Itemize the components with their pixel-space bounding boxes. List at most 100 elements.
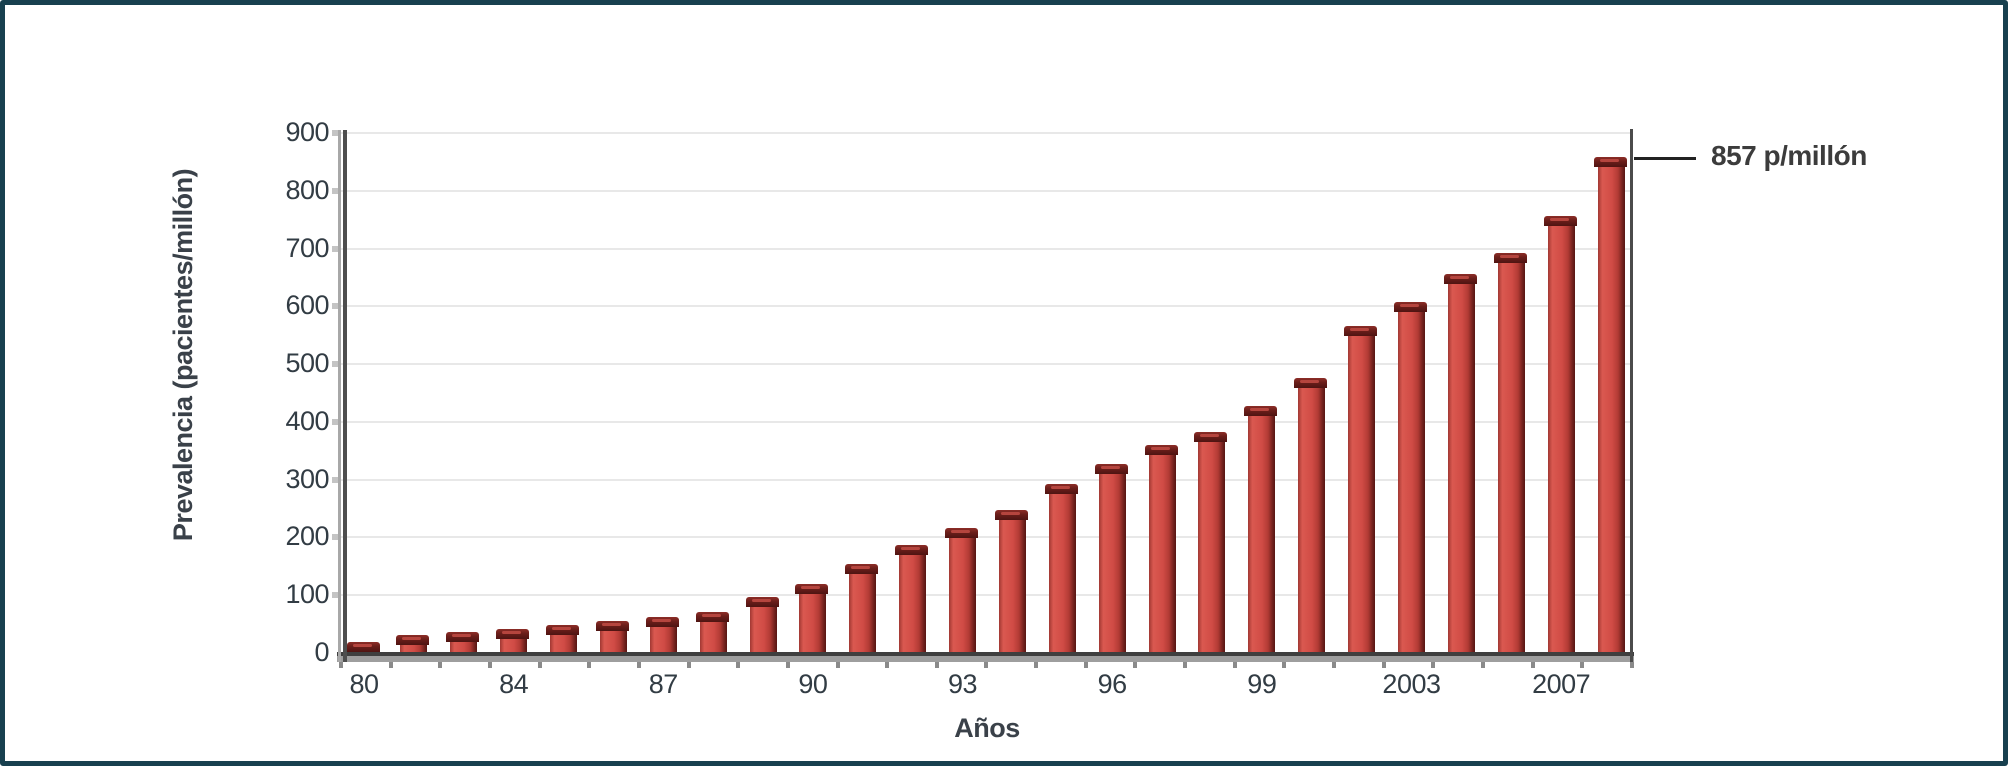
x-tick-label: 2007 <box>1532 669 1591 699</box>
y-axis-tick <box>332 534 341 541</box>
x-tick-label: 93 <box>948 669 978 699</box>
x-axis-tick <box>885 662 890 668</box>
x-axis-tick <box>438 662 443 668</box>
annotation-label: 857 p/millón <box>1711 139 1867 171</box>
bar-93 <box>945 528 979 653</box>
x-axis-tick <box>587 662 592 668</box>
x-axis-line <box>337 652 1634 656</box>
y-tick-label: 700 <box>285 232 329 263</box>
x-axis-tick <box>1381 662 1386 668</box>
y-tick-label: 800 <box>285 174 329 205</box>
y-tick-label: 600 <box>285 290 329 321</box>
x-axis-tick <box>835 662 840 668</box>
x-axis-tick <box>1133 662 1138 668</box>
x-axis-shadow <box>337 656 1634 662</box>
bar-96 <box>1094 464 1128 653</box>
bar-idx16 <box>1144 445 1178 653</box>
y-tick-label: 400 <box>285 405 329 436</box>
bar-idx20 <box>1344 326 1378 653</box>
bar-idx19 <box>1294 378 1328 653</box>
x-axis-tick <box>1183 662 1188 668</box>
x-tick-label: 96 <box>1097 669 1128 699</box>
x-tick-label: 80 <box>349 669 379 699</box>
gridline-100 <box>341 594 1630 597</box>
x-axis-tick <box>785 662 790 668</box>
y-axis-tick <box>332 245 341 252</box>
bar-idx4 <box>546 625 580 653</box>
gridline-400 <box>341 420 1630 423</box>
bar-84 <box>496 629 530 653</box>
x-axis-tick <box>1480 662 1485 668</box>
y-tick-label: 900 <box>285 117 329 147</box>
x-axis-tick <box>1580 662 1585 668</box>
y-tick-label: 500 <box>285 348 329 379</box>
y-tick-label: 200 <box>285 521 329 552</box>
right-axis-line <box>1630 129 1633 662</box>
y-axis-tick <box>332 592 341 599</box>
x-axis-tick <box>388 662 393 668</box>
bar-80 <box>346 642 380 653</box>
x-axis-tick <box>736 662 741 668</box>
gridline-500 <box>341 363 1630 366</box>
bar-idx13 <box>994 510 1028 653</box>
x-tick-label: 87 <box>648 669 679 699</box>
gridline-200 <box>341 536 1630 539</box>
gridline-700 <box>341 247 1630 250</box>
y-axis-tick <box>332 418 341 425</box>
bar-idx5 <box>595 621 629 653</box>
gridline-900 <box>341 132 1630 134</box>
x-axis-tick <box>487 662 492 668</box>
y-tick-label: 0 <box>314 637 329 667</box>
bar-idx14 <box>1044 484 1078 653</box>
gridline-800 <box>341 189 1630 192</box>
y-axis-tick <box>332 476 341 483</box>
y-axis-line-outer <box>338 130 341 662</box>
prevalence-bar-chart: Prevalencia (pacientes/millón) 0 100 200 30… <box>5 5 2003 761</box>
x-axis-tick <box>1034 662 1039 668</box>
x-axis-tick <box>1530 662 1535 668</box>
x-axis-tick <box>934 662 939 668</box>
x-axis-title: Años <box>954 713 1020 743</box>
x-tick-label: 84 <box>499 669 529 699</box>
y-tick-label: 300 <box>285 463 329 494</box>
y-axis-tick <box>332 187 341 194</box>
bar-2003 <box>1393 302 1427 653</box>
bar-90 <box>795 584 829 653</box>
bar-idx1 <box>396 635 430 653</box>
bar-idx11 <box>895 545 929 653</box>
y-axis-title: Prevalencia (pacientes/millón) <box>168 168 198 542</box>
x-axis-tick <box>686 662 691 668</box>
bar-idx23 <box>1493 253 1527 653</box>
x-axis-tick <box>1431 662 1436 668</box>
bar-idx25 <box>1593 157 1627 653</box>
x-axis-tick <box>984 662 989 668</box>
x-axis-tick <box>1232 662 1237 668</box>
x-axis-tick <box>537 662 542 668</box>
bar-idx22 <box>1443 274 1477 653</box>
x-axis-tick <box>1332 662 1336 668</box>
bar-idx7 <box>695 612 729 653</box>
gridline-300 <box>341 478 1630 481</box>
x-tick-label: 2003 <box>1382 669 1441 699</box>
y-axis-tick <box>332 361 341 368</box>
x-axis-tick <box>1629 662 1634 668</box>
x-tick-label: 99 <box>1247 669 1277 699</box>
bar-idx17 <box>1194 432 1228 653</box>
x-axis-tick <box>1282 662 1287 668</box>
bar-idx2 <box>446 632 480 653</box>
bar-idx10 <box>845 564 879 653</box>
annotation-pointer-line <box>1634 156 1696 160</box>
bar-99 <box>1244 406 1278 653</box>
y-axis-tick <box>332 303 341 310</box>
bar-idx8 <box>745 597 779 653</box>
bar-2007 <box>1543 216 1577 653</box>
x-tick-label: 90 <box>798 669 828 699</box>
x-axis-tick <box>1083 662 1088 668</box>
gridline-600 <box>341 305 1630 308</box>
x-axis-tick <box>339 662 343 668</box>
x-axis-tick <box>636 662 641 668</box>
y-axis-tick <box>332 130 341 136</box>
y-tick-label: 100 <box>285 579 329 610</box>
bar-87 <box>645 617 679 653</box>
